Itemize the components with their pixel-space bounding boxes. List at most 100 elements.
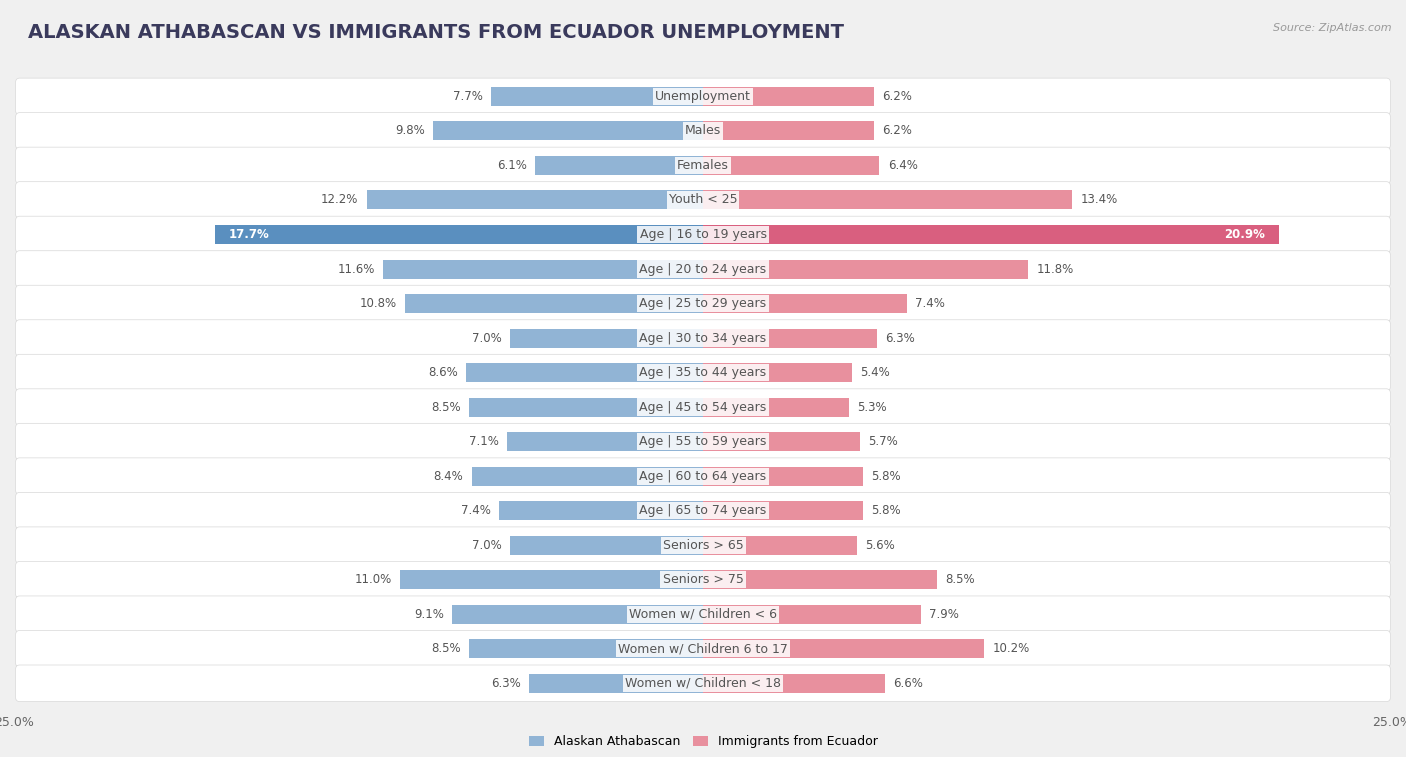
Bar — [703, 536, 858, 555]
Text: 7.0%: 7.0% — [472, 539, 502, 552]
FancyBboxPatch shape — [15, 217, 1391, 253]
Text: ALASKAN ATHABASCAN VS IMMIGRANTS FROM ECUADOR UNEMPLOYMENT: ALASKAN ATHABASCAN VS IMMIGRANTS FROM EC… — [28, 23, 844, 42]
Text: Unemployment: Unemployment — [655, 90, 751, 103]
FancyBboxPatch shape — [15, 665, 1391, 702]
Bar — [703, 397, 849, 416]
Bar — [491, 87, 703, 106]
Bar — [215, 225, 703, 244]
FancyBboxPatch shape — [15, 319, 1391, 357]
FancyBboxPatch shape — [15, 596, 1391, 633]
Text: Age | 20 to 24 years: Age | 20 to 24 years — [640, 263, 766, 276]
Text: 13.4%: 13.4% — [1081, 194, 1118, 207]
Text: 5.8%: 5.8% — [872, 504, 901, 517]
Text: 7.0%: 7.0% — [472, 332, 502, 344]
Legend: Alaskan Athabascan, Immigrants from Ecuador: Alaskan Athabascan, Immigrants from Ecua… — [529, 735, 877, 748]
Bar — [703, 329, 876, 347]
Bar — [703, 501, 863, 520]
FancyBboxPatch shape — [15, 527, 1391, 563]
Text: Women w/ Children < 18: Women w/ Children < 18 — [626, 677, 780, 690]
Text: Seniors > 75: Seniors > 75 — [662, 573, 744, 586]
Text: 8.4%: 8.4% — [433, 469, 463, 483]
FancyBboxPatch shape — [15, 631, 1391, 667]
Bar — [453, 605, 703, 624]
Text: 7.7%: 7.7% — [453, 90, 482, 103]
Text: 12.2%: 12.2% — [321, 194, 359, 207]
Text: 7.4%: 7.4% — [461, 504, 491, 517]
Text: 5.6%: 5.6% — [866, 539, 896, 552]
Bar — [703, 363, 852, 382]
Bar — [499, 501, 703, 520]
Text: 11.0%: 11.0% — [354, 573, 392, 586]
Bar — [510, 329, 703, 347]
Text: 9.1%: 9.1% — [415, 608, 444, 621]
Text: 5.8%: 5.8% — [872, 469, 901, 483]
Bar — [703, 639, 984, 659]
Bar — [703, 87, 875, 106]
Text: Age | 16 to 19 years: Age | 16 to 19 years — [640, 228, 766, 241]
Text: Source: ZipAtlas.com: Source: ZipAtlas.com — [1274, 23, 1392, 33]
Text: 6.1%: 6.1% — [496, 159, 527, 172]
Text: 11.6%: 11.6% — [337, 263, 375, 276]
Text: 8.5%: 8.5% — [430, 400, 461, 413]
Text: 7.1%: 7.1% — [470, 435, 499, 448]
FancyBboxPatch shape — [15, 182, 1391, 218]
FancyBboxPatch shape — [15, 251, 1391, 288]
Bar — [510, 536, 703, 555]
Text: 17.7%: 17.7% — [229, 228, 270, 241]
Bar — [399, 570, 703, 589]
Bar — [703, 466, 863, 486]
Text: 8.6%: 8.6% — [427, 366, 458, 379]
Bar — [703, 121, 875, 141]
Text: Women w/ Children 6 to 17: Women w/ Children 6 to 17 — [619, 642, 787, 656]
Text: Age | 60 to 64 years: Age | 60 to 64 years — [640, 469, 766, 483]
FancyBboxPatch shape — [15, 285, 1391, 322]
Bar — [471, 466, 703, 486]
Bar — [703, 432, 860, 451]
Text: 20.9%: 20.9% — [1225, 228, 1265, 241]
Bar — [703, 570, 938, 589]
Bar — [508, 432, 703, 451]
Bar — [405, 294, 703, 313]
Text: 8.5%: 8.5% — [945, 573, 976, 586]
Text: Age | 25 to 29 years: Age | 25 to 29 years — [640, 297, 766, 310]
Bar — [468, 397, 703, 416]
FancyBboxPatch shape — [15, 147, 1391, 184]
Bar — [530, 674, 703, 693]
Text: 9.8%: 9.8% — [395, 124, 425, 138]
Text: 6.2%: 6.2% — [882, 124, 912, 138]
Text: 10.2%: 10.2% — [993, 642, 1029, 656]
Text: 6.3%: 6.3% — [491, 677, 522, 690]
Text: 6.2%: 6.2% — [882, 90, 912, 103]
Bar — [433, 121, 703, 141]
FancyBboxPatch shape — [15, 423, 1391, 460]
Text: Age | 30 to 34 years: Age | 30 to 34 years — [640, 332, 766, 344]
Text: 5.7%: 5.7% — [869, 435, 898, 448]
FancyBboxPatch shape — [15, 78, 1391, 115]
Bar — [703, 605, 921, 624]
Bar — [534, 156, 703, 175]
FancyBboxPatch shape — [15, 113, 1391, 149]
Text: Age | 45 to 54 years: Age | 45 to 54 years — [640, 400, 766, 413]
Text: Females: Females — [678, 159, 728, 172]
FancyBboxPatch shape — [15, 458, 1391, 494]
Bar — [465, 363, 703, 382]
FancyBboxPatch shape — [15, 562, 1391, 598]
Text: Seniors > 65: Seniors > 65 — [662, 539, 744, 552]
Text: 6.3%: 6.3% — [884, 332, 915, 344]
FancyBboxPatch shape — [15, 389, 1391, 425]
Bar — [384, 260, 703, 279]
Bar — [703, 225, 1279, 244]
Text: 5.3%: 5.3% — [858, 400, 887, 413]
Bar — [703, 156, 879, 175]
Bar — [703, 294, 907, 313]
Bar — [367, 191, 703, 210]
Text: 8.5%: 8.5% — [430, 642, 461, 656]
Bar — [703, 260, 1028, 279]
Text: 10.8%: 10.8% — [360, 297, 396, 310]
Text: Age | 65 to 74 years: Age | 65 to 74 years — [640, 504, 766, 517]
Text: 11.8%: 11.8% — [1036, 263, 1074, 276]
Text: 5.4%: 5.4% — [860, 366, 890, 379]
Bar — [468, 639, 703, 659]
Text: 7.9%: 7.9% — [929, 608, 959, 621]
FancyBboxPatch shape — [15, 354, 1391, 391]
